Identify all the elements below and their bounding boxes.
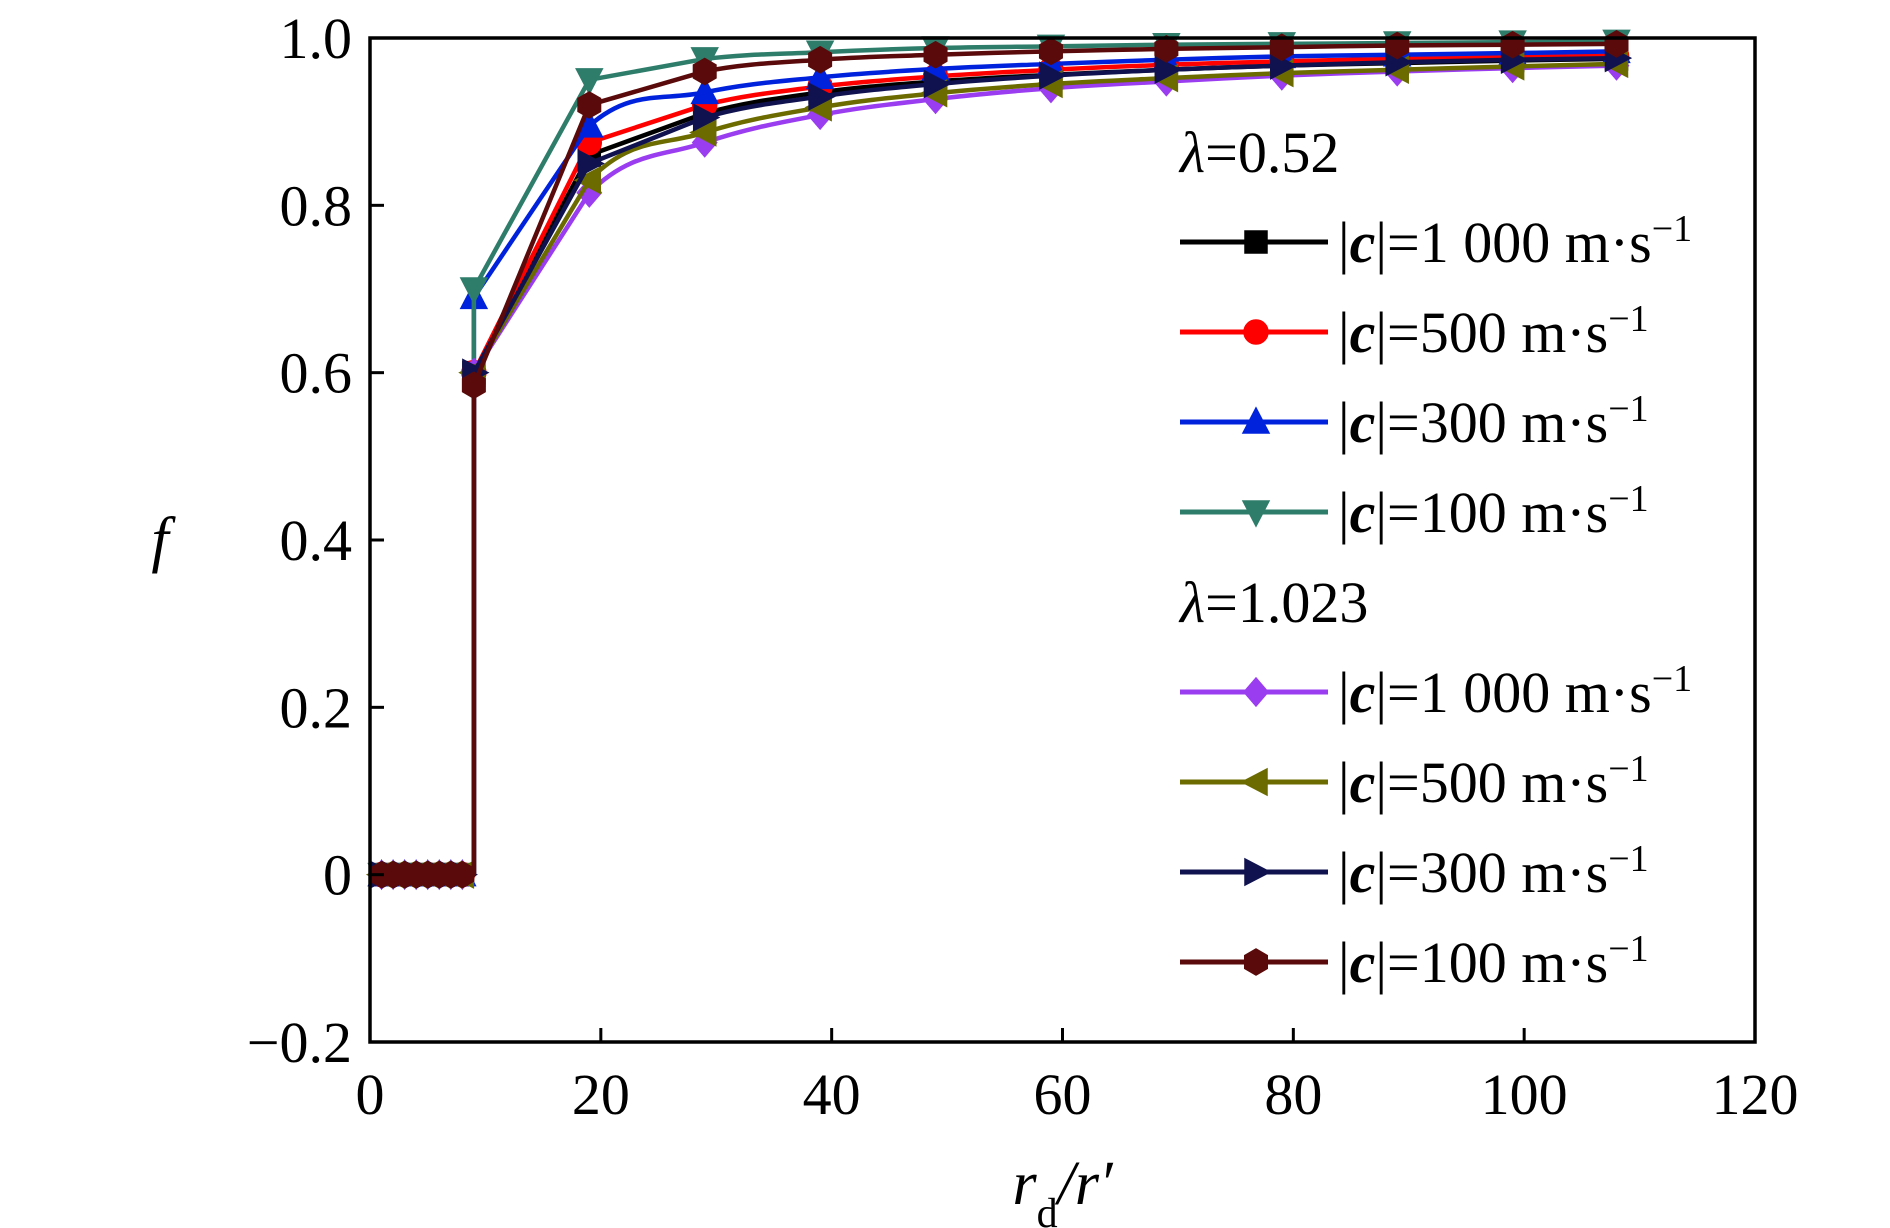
legend-label: |c|=100 m·s−1 <box>1338 478 1649 545</box>
series-line <box>381 55 1617 877</box>
legend-marker <box>1241 500 1271 528</box>
data-point <box>461 371 486 400</box>
data-point <box>808 82 836 111</box>
x-tick-label: 80 <box>1264 1062 1322 1127</box>
data-point <box>923 40 948 69</box>
legend-item: |c|=500 m·s−1 <box>1180 748 1649 815</box>
legend-item: |c|=100 m·s−1 <box>1180 928 1649 995</box>
axis-ticks: 0 20 40 60 80 100 120−0.200.20.40.60.81.0 <box>247 6 1799 1127</box>
data-point <box>1039 61 1067 90</box>
data-point <box>808 45 833 74</box>
legend-item: |c|=1 000 m·s−1 <box>1180 658 1692 725</box>
y-tick-label: 0.4 <box>280 508 353 573</box>
x-tick-label: 20 <box>572 1062 630 1127</box>
data-point <box>577 91 602 119</box>
data-point <box>450 860 475 889</box>
y-tick-label: 0.2 <box>280 675 353 740</box>
y-tick-label: 1.0 <box>280 6 353 71</box>
legend-label: |c|=100 m·s−1 <box>1338 928 1649 995</box>
data-point <box>1154 35 1179 63</box>
data-point <box>575 68 604 96</box>
y-tick-label: 0.6 <box>280 341 353 406</box>
series-line <box>381 53 1617 877</box>
legend-item: |c|=300 m·s−1 <box>1180 388 1649 455</box>
legend-item: |c|=100 m·s−1 <box>1180 478 1649 545</box>
x-tick-label: 40 <box>803 1062 861 1127</box>
legend-marker <box>1244 230 1268 254</box>
legend-marker <box>1243 948 1269 976</box>
data-point <box>692 103 721 132</box>
legend-label: |c|=500 m·s−1 <box>1338 298 1649 365</box>
data-point <box>1154 55 1183 85</box>
data-point <box>573 165 602 195</box>
legend-marker <box>1244 857 1272 887</box>
data-point <box>577 149 605 178</box>
data-point <box>692 57 717 86</box>
data-point <box>805 61 835 90</box>
legend-label: |c|=500 m·s−1 <box>1338 748 1649 815</box>
y-tick-label: 0 <box>323 843 352 908</box>
series-8 <box>369 29 1629 889</box>
legend: λ=0.52 |c|=1 000 m·s−1 |c|=500 m·s−1 |c|=30… <box>1178 120 1692 995</box>
legend-item: |c|=1 000 m·s−1 <box>1180 208 1692 275</box>
legend-label: |c|=1 000 m·s−1 <box>1338 208 1692 275</box>
legend-marker <box>1240 767 1268 797</box>
legend-label: |c|=300 m·s−1 <box>1338 388 1649 455</box>
data-point <box>690 76 719 105</box>
data-point <box>1038 37 1063 66</box>
legend-group-heading: λ=1.023 <box>1178 570 1368 635</box>
legend-marker <box>1243 319 1269 345</box>
x-tick-label: 0 <box>356 1062 385 1127</box>
legend-item: |c|=500 m·s−1 <box>1180 298 1649 365</box>
legend-item: |c|=300 m·s−1 <box>1180 838 1649 905</box>
y-tick-label: −0.2 <box>247 1010 352 1075</box>
x-axis-title: rd/r′ <box>1012 1150 1113 1228</box>
data-point <box>1604 29 1629 58</box>
x-tick-label: 60 <box>1034 1062 1092 1127</box>
legend-group-heading: λ=0.52 <box>1178 120 1339 185</box>
legend-marker <box>1241 406 1271 434</box>
legend-marker <box>1243 676 1269 708</box>
legend-label: |c|=1 000 m·s−1 <box>1338 658 1692 725</box>
data-point <box>923 69 952 99</box>
series-line <box>381 41 1617 877</box>
legend-label: |c|=300 m·s−1 <box>1338 838 1649 905</box>
series-layer <box>365 29 1633 891</box>
data-point <box>1500 30 1525 59</box>
x-tick-label: 100 <box>1481 1062 1568 1127</box>
y-tick-label: 0.8 <box>280 173 353 238</box>
data-point <box>1269 33 1294 62</box>
data-point <box>459 277 489 305</box>
x-tick-label: 120 <box>1712 1062 1799 1127</box>
y-axis-title: f <box>151 506 176 574</box>
series-line <box>381 39 1617 877</box>
